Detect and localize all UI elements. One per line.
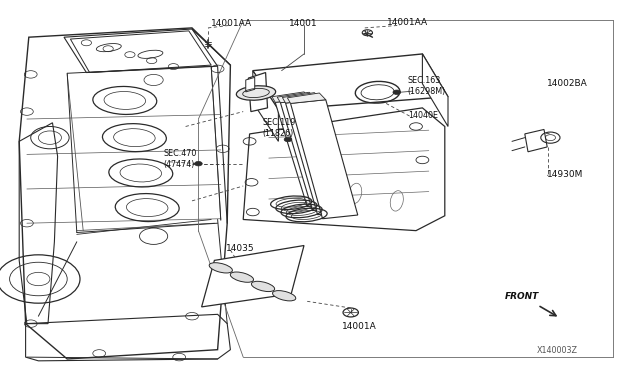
- Text: SEC.119
(11826): SEC.119 (11826): [262, 118, 296, 138]
- Polygon shape: [291, 100, 358, 219]
- Polygon shape: [287, 93, 326, 103]
- Polygon shape: [243, 108, 445, 231]
- Polygon shape: [248, 73, 268, 112]
- Ellipse shape: [209, 263, 232, 273]
- Polygon shape: [253, 54, 448, 110]
- Ellipse shape: [230, 272, 253, 282]
- Text: FRONT: FRONT: [504, 292, 539, 301]
- Text: SEC.163
(16298M): SEC.163 (16298M): [408, 76, 446, 96]
- Polygon shape: [282, 93, 321, 103]
- Polygon shape: [422, 54, 448, 126]
- Ellipse shape: [252, 281, 275, 292]
- Polygon shape: [246, 77, 255, 92]
- Polygon shape: [280, 99, 348, 211]
- Text: SEC.470
(47474): SEC.470 (47474): [163, 149, 196, 169]
- Text: 14930M: 14930M: [547, 170, 584, 179]
- Ellipse shape: [236, 86, 276, 100]
- Text: 14001AA: 14001AA: [387, 18, 428, 27]
- Text: 14035: 14035: [226, 244, 255, 253]
- Text: 14040E: 14040E: [408, 111, 438, 120]
- Text: 14001AA: 14001AA: [211, 19, 252, 28]
- Polygon shape: [275, 99, 342, 206]
- Polygon shape: [253, 71, 278, 141]
- Text: 14001: 14001: [289, 19, 318, 28]
- Circle shape: [195, 161, 202, 166]
- Text: 14002BA: 14002BA: [547, 79, 588, 88]
- Polygon shape: [285, 99, 353, 215]
- Polygon shape: [525, 129, 547, 152]
- Polygon shape: [202, 246, 304, 307]
- Polygon shape: [272, 92, 310, 102]
- Text: 14001A: 14001A: [342, 322, 377, 331]
- Circle shape: [393, 90, 401, 94]
- Polygon shape: [277, 92, 316, 103]
- Circle shape: [284, 137, 292, 142]
- Text: X140003Z: X140003Z: [536, 346, 577, 355]
- Ellipse shape: [273, 291, 296, 301]
